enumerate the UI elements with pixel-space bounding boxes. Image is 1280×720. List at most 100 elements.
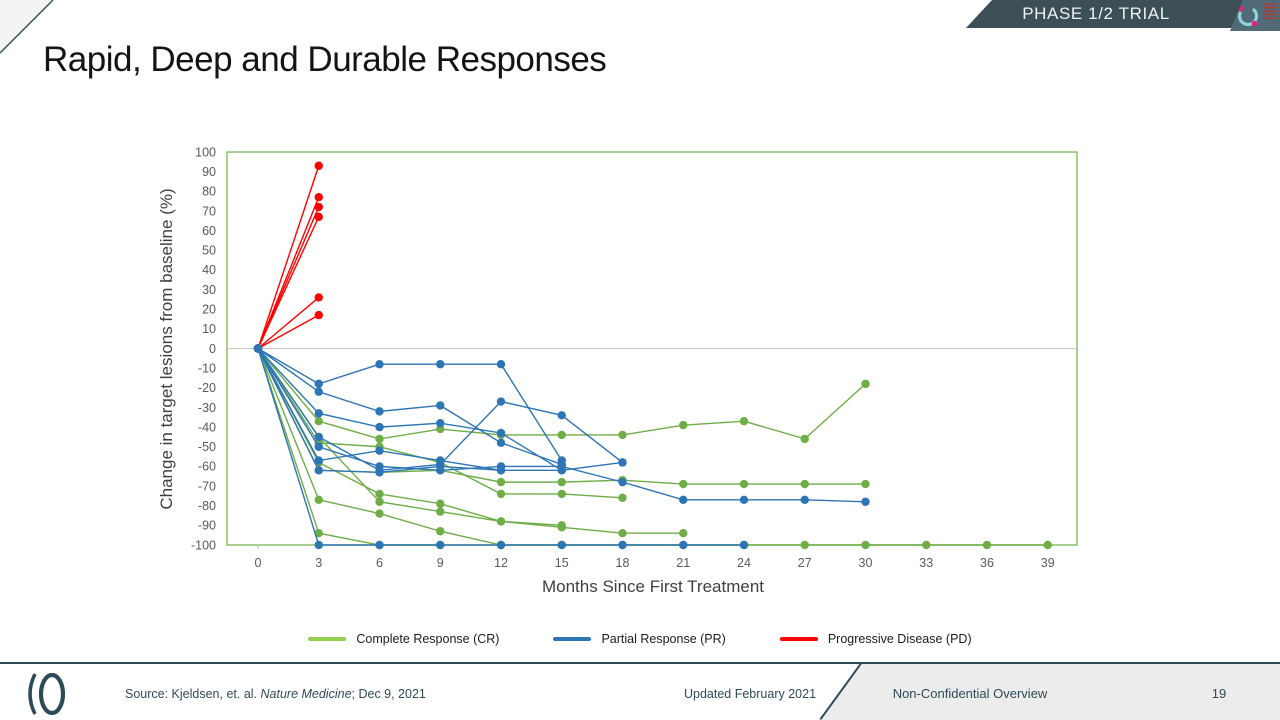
data-point-CR-3 xyxy=(861,479,870,489)
data-point-CR-2 xyxy=(861,379,870,389)
y-tick-label: -10 xyxy=(198,361,216,375)
legend-item-pr: Partial Response (PR) xyxy=(553,632,726,646)
x-tick-label: 15 xyxy=(555,556,569,570)
y-tick-label: -50 xyxy=(198,440,216,454)
series-line-CR-2 xyxy=(257,348,866,440)
data-point-PR-8 xyxy=(253,344,263,353)
y-tick-label: 0 xyxy=(209,342,216,356)
data-point-CR-3 xyxy=(800,479,809,489)
company-logo-icon xyxy=(1237,3,1277,27)
source-journal: Nature Medicine xyxy=(260,687,352,701)
chart-legend: Complete Response (CR) Partial Response … xyxy=(0,632,1280,646)
data-point-PD-6 xyxy=(314,310,323,320)
data-point-PR-6 xyxy=(436,456,445,465)
y-tick-label: 70 xyxy=(202,204,216,218)
series-line-PR-7 xyxy=(257,348,563,471)
pd-line-swatch xyxy=(779,637,818,641)
series-line-PD-4 xyxy=(257,216,320,349)
data-point-PR-2 xyxy=(496,360,506,369)
data-point-PR-8 xyxy=(496,466,506,475)
data-point-PR-2 xyxy=(375,360,384,369)
data-point-PR-5 xyxy=(800,495,809,505)
x-axis-title: Months Since First Treatment xyxy=(542,577,764,596)
data-point-PD-1 xyxy=(314,161,323,170)
data-point-PR-5 xyxy=(618,477,627,487)
data-point-CR-4 xyxy=(557,489,566,499)
footer-divider-line xyxy=(0,662,1280,664)
data-point-CR-2 xyxy=(436,424,445,434)
data-point-CR-7 xyxy=(375,489,384,499)
y-tick-label: -30 xyxy=(198,401,216,415)
phase-banner: PHASE 1/2 TRIAL xyxy=(966,0,1280,28)
data-point-CR-3 xyxy=(739,479,749,489)
data-point-CR-4 xyxy=(618,493,627,503)
data-point-CR-5 xyxy=(1043,540,1052,550)
x-tick-label: 9 xyxy=(437,556,444,570)
data-point-PR-7 xyxy=(557,466,566,475)
y-tick-label: 40 xyxy=(202,263,216,277)
source-citation: Source: Kjeldsen, et. al. Nature Medicin… xyxy=(125,687,426,701)
company-logo-chip xyxy=(1230,0,1280,31)
data-point-PR-1 xyxy=(496,540,506,550)
cr-legend-label: Complete Response (CR) xyxy=(356,632,500,646)
page-title: Rapid, Deep and Durable Responses xyxy=(43,40,607,79)
data-point-CR-2 xyxy=(739,417,749,426)
data-point-PR-8 xyxy=(314,466,323,475)
series-line-PR-3 xyxy=(257,347,562,466)
x-tick-label: 12 xyxy=(494,556,508,570)
cr-line-swatch xyxy=(308,637,347,641)
x-tick-label: 27 xyxy=(798,556,812,570)
data-point-PR-5 xyxy=(679,495,688,505)
x-tick-label: 3 xyxy=(315,556,322,570)
data-point-CR-2 xyxy=(618,430,627,440)
source-suffix: ; Dec 9, 2021 xyxy=(351,687,426,701)
pd-legend-label: Progressive Disease (PD) xyxy=(827,632,972,646)
y-tick-label: -80 xyxy=(198,499,216,513)
data-point-CR-5 xyxy=(922,540,931,550)
data-point-PR-2 xyxy=(436,360,445,369)
data-point-PR-1 xyxy=(618,540,627,550)
data-point-PR-5 xyxy=(739,495,749,505)
data-point-PR-1 xyxy=(739,540,749,550)
series-line-PD-6 xyxy=(257,314,320,350)
data-point-PR-1 xyxy=(314,540,323,550)
data-point-CR-1 xyxy=(679,529,688,538)
data-point-PR-1 xyxy=(375,540,384,550)
data-point-CR-2 xyxy=(557,430,566,440)
x-tick-label: 39 xyxy=(1041,556,1055,570)
io-logo-icon xyxy=(28,672,66,716)
source-prefix: Source: Kjeldsen, et. al. xyxy=(125,687,261,701)
data-point-CR-2 xyxy=(375,434,384,444)
data-point-PR-3 xyxy=(314,387,323,396)
data-point-CR-7 xyxy=(557,521,566,530)
confidentiality-label: Non-Confidential Overview xyxy=(892,686,1048,701)
data-point-CR-5 xyxy=(375,509,384,518)
pr-legend-label: Partial Response (PR) xyxy=(601,632,726,646)
data-point-PR-5 xyxy=(314,442,323,451)
data-point-CR-6 xyxy=(314,529,323,538)
pr-line-swatch xyxy=(553,637,592,641)
data-point-PR-3 xyxy=(375,407,384,416)
y-tick-label: 100 xyxy=(195,145,216,159)
y-axis-title: Change in target lesions from baseline (… xyxy=(157,188,176,509)
x-tick-label: 36 xyxy=(980,556,994,570)
data-point-PR-7 xyxy=(314,409,323,418)
series-line-PD-5 xyxy=(257,296,320,350)
data-point-CR-3 xyxy=(557,477,566,487)
series-line-CR-7 xyxy=(257,348,562,527)
data-point-CR-2 xyxy=(800,434,809,444)
x-tick-label: 24 xyxy=(737,556,751,570)
y-tick-label: -90 xyxy=(198,519,216,533)
series-line-PR-2 xyxy=(257,347,563,461)
data-point-CR-2 xyxy=(314,417,323,426)
data-point-PR-8 xyxy=(375,468,384,477)
data-point-CR-7 xyxy=(436,499,445,508)
data-point-PD-5 xyxy=(314,293,323,302)
data-point-PR-4 xyxy=(496,397,506,406)
data-point-CR-3 xyxy=(496,477,506,487)
y-tick-label: 60 xyxy=(202,224,216,238)
data-point-CR-7 xyxy=(496,517,506,526)
y-tick-label: -20 xyxy=(198,381,216,395)
x-tick-label: 6 xyxy=(376,556,383,570)
data-point-CR-5 xyxy=(314,495,323,505)
